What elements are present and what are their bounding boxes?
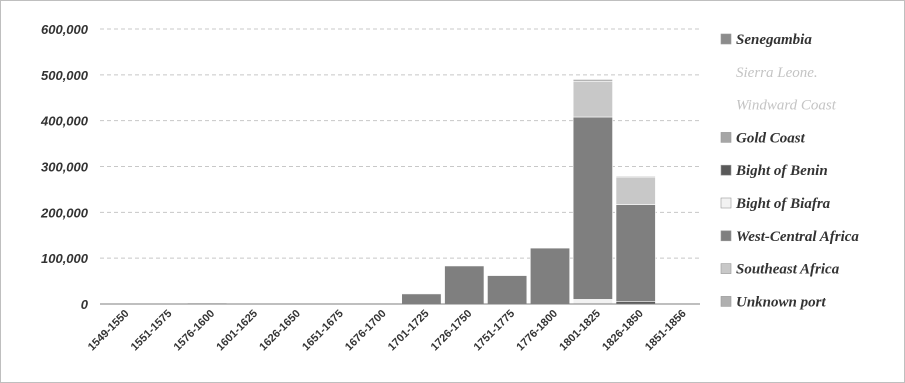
legend-label: Unknown port	[736, 294, 826, 310]
legend-label: Southeast Africa	[736, 262, 840, 278]
bar-segment	[444, 265, 485, 305]
bar-segment	[615, 204, 656, 303]
legend-label: Sierra Leone.	[736, 65, 818, 81]
bar-segment	[572, 299, 613, 305]
y-axis-ticks: 0 100,000 200,000 300,000 400,000 500,000 600,…	[40, 22, 89, 312]
legend-label: West-Central Africa	[736, 229, 859, 245]
bar-segment	[487, 275, 528, 305]
legend-swatch	[720, 132, 732, 143]
bar-segment	[615, 175, 656, 178]
y-tick-label: 200,000	[40, 205, 89, 220]
bar-segment	[572, 116, 613, 300]
y-tick-label: 400,000	[40, 114, 89, 129]
legend-swatch	[720, 33, 732, 45]
legend: Senegambia Sierra Leone. Windward Coast Gol…	[720, 32, 859, 310]
legend-swatch	[720, 263, 732, 274]
legend-label: Gold Coast	[736, 130, 806, 146]
bar-segment	[572, 80, 613, 118]
y-tick-label: 0	[81, 297, 89, 312]
legend-swatch	[720, 164, 732, 176]
bar-segment	[529, 247, 571, 305]
legend-swatch	[720, 197, 732, 209]
legend-swatch	[720, 230, 732, 242]
legend-label: Bight of Biafra	[735, 196, 831, 212]
y-tick-label: 500,000	[41, 68, 89, 83]
legend-label: Windward Coast	[736, 98, 837, 114]
y-tick-label: 600,000	[41, 22, 89, 37]
bar-segment	[615, 176, 656, 205]
y-tick-label: 300,000	[41, 160, 89, 175]
legend-label: Senegambia	[736, 32, 812, 48]
legend-label: Bight of Benin	[735, 163, 828, 179]
legend-swatch	[720, 296, 732, 307]
y-tick-label: 100,000	[41, 251, 89, 266]
bar-segment	[401, 293, 442, 305]
bar-segment	[572, 79, 613, 82]
